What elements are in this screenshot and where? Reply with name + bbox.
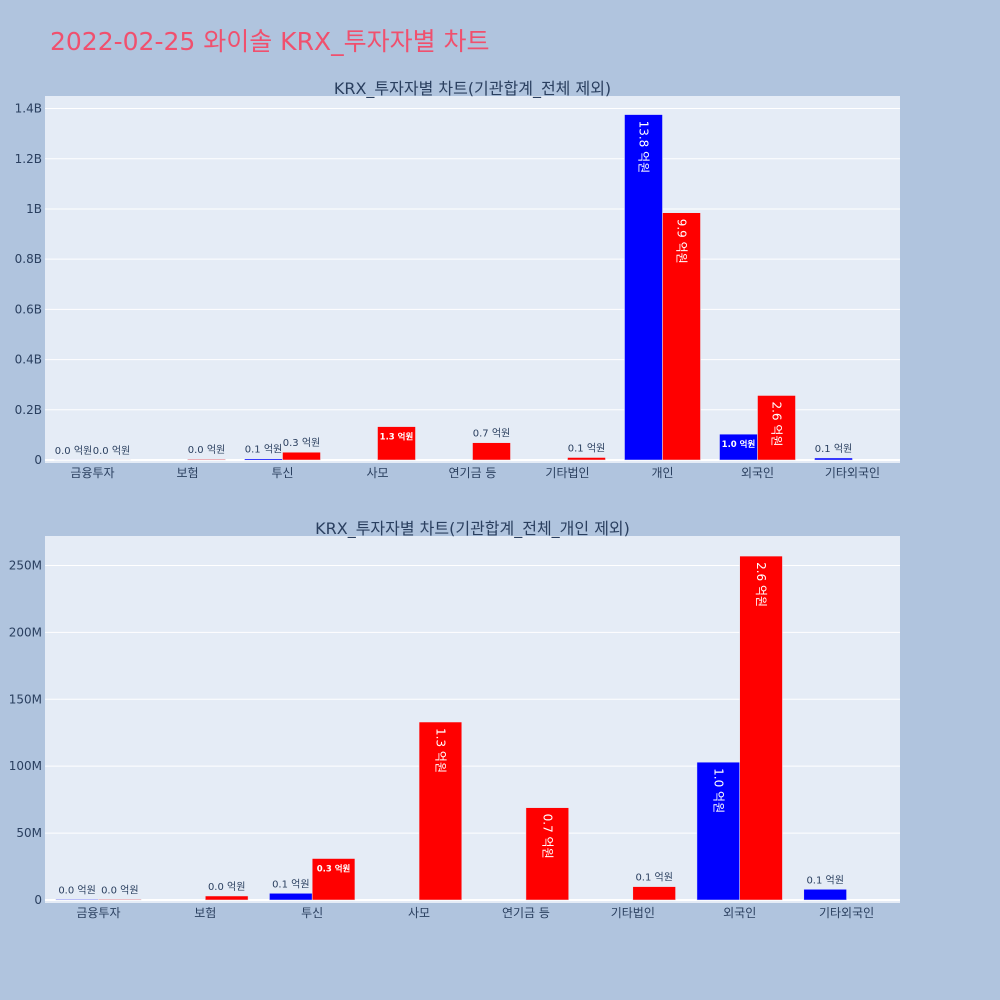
- y-tick-label: 1.2B: [15, 152, 42, 166]
- data-label: 13.8 억원: [637, 121, 651, 174]
- data-label: 0.3 억원: [283, 437, 320, 449]
- bar: [311, 858, 356, 901]
- data-label: 0.1 억원: [272, 878, 309, 890]
- bar: [269, 893, 313, 901]
- bar: [696, 761, 740, 901]
- x-tick-label: 연기금 등: [449, 466, 497, 480]
- bar: [662, 212, 701, 461]
- y-tick-label: 0: [34, 893, 42, 907]
- x-tick-label: 연기금 등: [502, 906, 550, 920]
- y-tick-label: 50M: [16, 826, 42, 840]
- x-tick-label: 기타법인: [545, 466, 589, 480]
- data-label: 0.0 억원: [208, 881, 245, 893]
- data-label: 0.0 억원: [58, 884, 95, 896]
- chart-title: KRX_투자자별 차트(기관합계_전체 제외): [334, 79, 611, 99]
- data-label: 0.0 억원: [55, 445, 92, 457]
- data-label: 0.0 억원: [93, 445, 130, 457]
- data-label: 2.6 억원: [754, 562, 768, 607]
- bar: [98, 899, 142, 901]
- y-tick-label: 0: [34, 453, 42, 467]
- x-tick-label: 금융투자: [70, 466, 114, 480]
- x-tick-label: 보험: [176, 466, 198, 480]
- bar: [803, 889, 847, 901]
- data-label: 1.0 억원: [722, 439, 756, 450]
- y-tick-label: 0.6B: [15, 302, 42, 316]
- bar: [418, 721, 463, 901]
- x-tick-label: 금융투자: [76, 906, 120, 920]
- data-label: 1.3 억원: [433, 728, 447, 773]
- y-tick-label: 0.2B: [15, 403, 42, 417]
- bar: [55, 899, 99, 901]
- y-tick-label: 0.4B: [15, 353, 42, 367]
- bar: [205, 895, 249, 901]
- bar: [282, 451, 321, 461]
- x-tick-label: 개인: [651, 466, 673, 480]
- chart-2: 0 50M 100M 150M 200M 250M KRX_투자자별 차트(기관합계_전체_…: [9, 519, 900, 920]
- x-tick-label: 사모: [366, 466, 388, 480]
- bar: [567, 457, 606, 461]
- data-label: 0.7 억원: [540, 814, 554, 859]
- x-tick-label: 기타법인: [611, 906, 655, 920]
- data-label: 0.3 억원: [317, 864, 351, 875]
- chart-1: 0 0.2B 0.4B 0.6B 0.8B 1B 1.2B 1.4B KRX_투자자별 차트(기…: [15, 79, 900, 480]
- data-label: 0.1 억원: [568, 442, 605, 454]
- data-label: 9.9 억원: [675, 219, 689, 264]
- x-tick-label: 외국인: [723, 906, 756, 920]
- data-label: 0.0 억원: [101, 884, 138, 896]
- bar: [739, 555, 783, 901]
- data-label: 1.3 억원: [380, 432, 414, 443]
- bar: [244, 458, 283, 461]
- y-tick-label: 200M: [9, 625, 42, 639]
- data-label: 0.1 억원: [635, 872, 672, 884]
- bar: [757, 395, 796, 461]
- bar: [814, 457, 853, 461]
- bar: [525, 807, 569, 901]
- x-tick-label: 기타외국인: [825, 466, 880, 480]
- x-tick-label: 보험: [194, 906, 216, 920]
- data-label: 1.0 억원: [711, 768, 725, 813]
- y-tick-label: 0.8B: [15, 252, 42, 266]
- data-label: 2.6 억원: [770, 401, 784, 446]
- y-tick-label: 1.4B: [15, 102, 42, 116]
- data-label: 0.7 억원: [473, 428, 510, 440]
- bar: [187, 458, 226, 461]
- y-tick-label: 100M: [9, 759, 42, 773]
- data-label: 0.1 억원: [245, 444, 282, 456]
- data-label: 0.1 억원: [815, 443, 852, 455]
- x-tick-label: 사모: [408, 906, 430, 920]
- x-tick-label: 투신: [271, 466, 293, 480]
- chart-title: KRX_투자자별 차트(기관합계_전체_개인 제외): [315, 519, 630, 539]
- page-title: 2022-02-25 와이솔 KRX_투자자별 차트: [50, 27, 490, 56]
- bar: [472, 442, 511, 461]
- x-tick-label: 투신: [301, 906, 323, 920]
- x-tick-label: 기타외국인: [819, 906, 874, 920]
- bar: [632, 886, 676, 901]
- bar: [719, 433, 758, 461]
- y-tick-label: 1B: [26, 202, 42, 216]
- y-tick-label: 150M: [9, 692, 42, 706]
- data-label: 0.0 억원: [188, 444, 225, 456]
- bar: [377, 426, 416, 461]
- x-tick-label: 외국인: [741, 466, 774, 480]
- y-tick-label: 250M: [9, 558, 42, 572]
- data-label: 0.1 억원: [806, 874, 843, 886]
